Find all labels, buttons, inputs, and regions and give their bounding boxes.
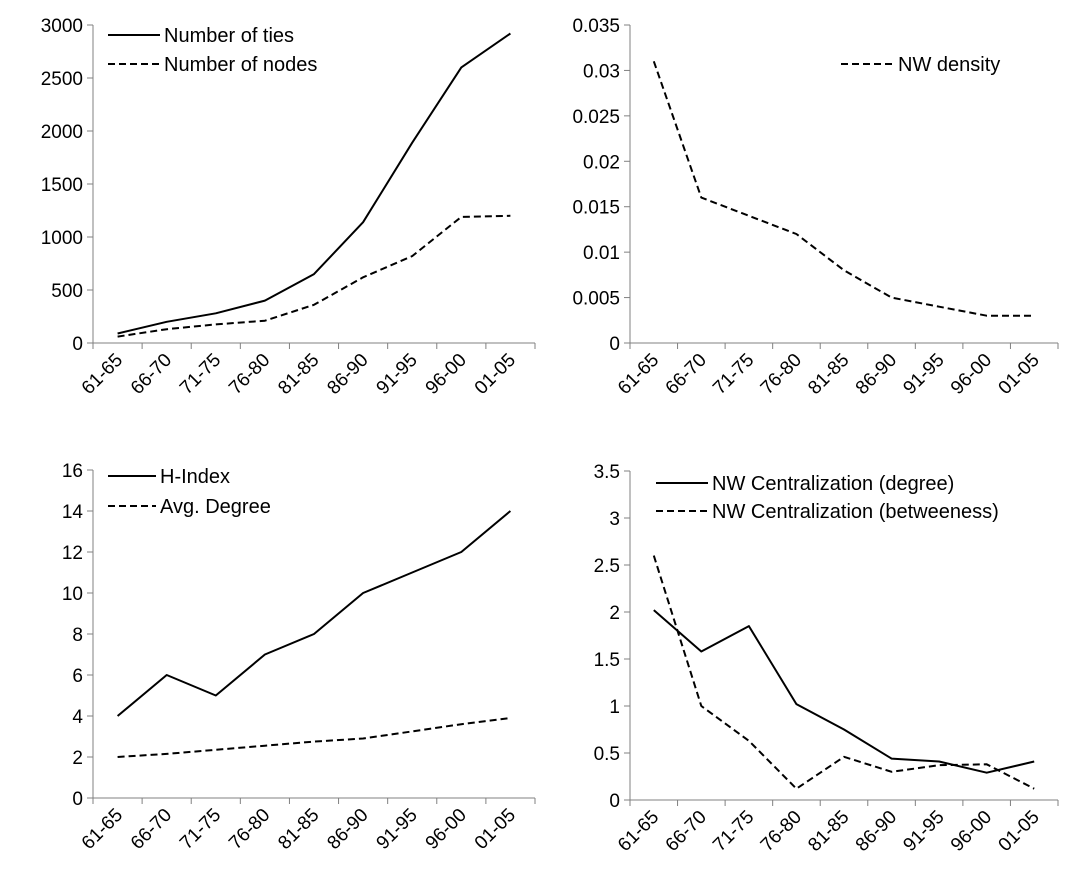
y-tick-label: 2.5: [594, 556, 620, 577]
y-tick-label: 4: [72, 707, 83, 728]
y-tick-label: 12: [62, 543, 83, 564]
y-tick-label: 1500: [41, 175, 83, 196]
y-tick-label: 3.5: [594, 462, 620, 483]
y-tick-label: 1.5: [594, 650, 620, 671]
x-tick-label: 91-95: [899, 350, 948, 399]
y-tick-label: 0.5: [594, 744, 620, 765]
y-tick-label: 3000: [41, 16, 83, 37]
legend-label: Number of ties: [164, 25, 294, 47]
y-tick-label: 0.03: [583, 61, 620, 82]
series-line-2: [652, 555, 1035, 790]
x-tick-label: 61-65: [78, 350, 127, 399]
x-tick-label: 76-80: [225, 805, 274, 854]
series-line-2: [117, 717, 511, 758]
y-tick-label: 2000: [41, 122, 83, 143]
chart-2: 0 0.005 0.01 0.015 0.02 0.025 0.03 0.035 61-6566…: [572, 16, 1059, 399]
chart-4: 0 0.5 1 1.5 2 2.5 3 3.5 61-6566-7071-7576-8081-8…: [594, 462, 1059, 856]
x-tick-label: 71-75: [176, 805, 225, 854]
y-tick-label: 0.01: [583, 243, 620, 264]
x-tick-label: 66-70: [127, 805, 176, 854]
x-tick-label: 81-85: [274, 805, 323, 854]
y-tick-label: 2: [72, 748, 83, 769]
series-line-1: [652, 60, 1035, 317]
y-tick-label: 0: [72, 334, 83, 355]
y-tick-label: 10: [62, 584, 83, 605]
series-line-1: [116, 510, 512, 717]
x-tick-label: 86-90: [852, 807, 901, 856]
x-tick-label: 86-90: [323, 805, 372, 854]
y-tick-label: 0.035: [572, 16, 620, 37]
x-tick-label: 81-85: [804, 807, 853, 856]
y-tick-label: 1: [609, 697, 620, 718]
chart-1: 0 500 1000 1500 2000 2500 3000 61-65 66-70 71-75 7…: [41, 16, 536, 399]
y-tick-label: 8: [72, 625, 83, 646]
legend-label: Avg. Degree: [160, 496, 271, 518]
x-tick-label: 96-00: [422, 805, 471, 854]
y-tick-label: 500: [51, 281, 83, 302]
y-tick-label: 0.025: [572, 107, 620, 128]
x-tick-label: 96-00: [947, 807, 996, 856]
x-tick-label: 81-85: [804, 350, 853, 399]
y-tick-label: 0.02: [583, 152, 620, 173]
y-tick-label: 0: [609, 334, 620, 355]
y-tick-label: 1000: [41, 228, 83, 249]
x-tick-label: 96-00: [422, 350, 471, 399]
y-tick-label: 2500: [41, 69, 83, 90]
y-tick-label: 0.015: [572, 198, 620, 219]
x-tick-label: 01-05: [995, 350, 1044, 399]
legend-label: NW Centralization (betweeness): [712, 501, 999, 523]
x-tick-label: 86-90: [852, 350, 901, 399]
x-tick-label: 01-05: [995, 807, 1044, 856]
x-tick-label: 61-65: [78, 805, 127, 854]
legend-label: H-Index: [160, 466, 230, 488]
x-tick-label: 76-80: [757, 350, 806, 399]
legend-label: NW density: [898, 54, 1000, 76]
y-tick-label: 0.005: [572, 289, 620, 310]
series-line-2: [117, 214, 511, 338]
x-tick-label: 66-70: [662, 350, 711, 399]
y-tick-label: 6: [72, 666, 83, 687]
x-tick-label: 01-05: [471, 350, 520, 399]
x-tick-label: 91-95: [899, 807, 948, 856]
x-tick-label: 96-00: [947, 350, 996, 399]
x-tick-label: 76-80: [757, 807, 806, 856]
x-tick-label: 81-85: [274, 350, 323, 399]
y-tick-label: 0: [72, 789, 83, 810]
x-tick-label: 76-80: [225, 350, 274, 399]
x-tick-label: 61-65: [614, 350, 663, 399]
y-tick-label: 2: [609, 603, 620, 624]
x-tick-label: 61-65: [614, 807, 663, 856]
series-line-1: [117, 32, 511, 335]
chart-3: 0 2 4 6 8 10 12 14 16 61-65 66-70 71-75 76-80 81-85 86…: [62, 461, 536, 854]
y-tick-label: 3: [609, 509, 620, 530]
x-tick-label: 91-95: [373, 350, 422, 399]
legend-label: Number of nodes: [164, 54, 317, 76]
x-tick-label: 01-05: [471, 805, 520, 854]
x-tick-label: 71-75: [709, 807, 758, 856]
legend-label: NW Centralization (degree): [712, 473, 954, 495]
y-tick-label: 16: [62, 461, 83, 482]
x-tick-label: 66-70: [662, 807, 711, 856]
y-tick-label: 0: [609, 791, 620, 812]
y-tick-label: 14: [62, 502, 84, 523]
x-tick-label: 91-95: [373, 805, 422, 854]
x-tick-label: 71-75: [176, 350, 225, 399]
x-tick-label: 66-70: [127, 350, 176, 399]
x-tick-label: 71-75: [709, 350, 758, 399]
x-tick-label: 86-90: [323, 350, 372, 399]
series-line-1: [653, 609, 1035, 774]
